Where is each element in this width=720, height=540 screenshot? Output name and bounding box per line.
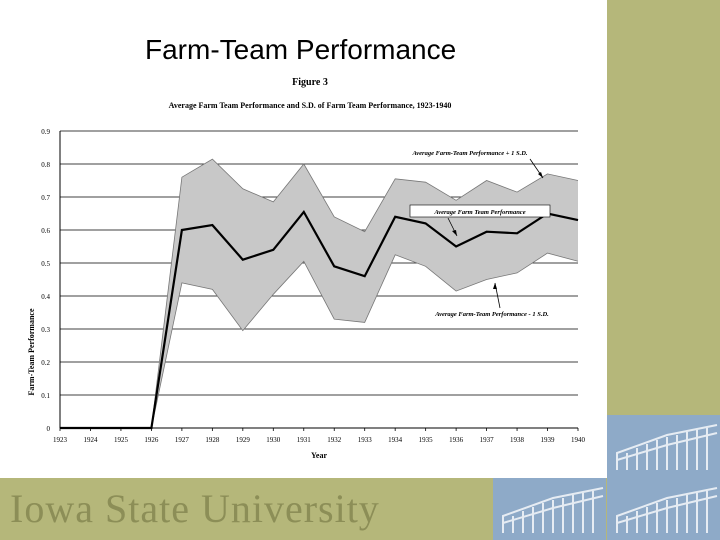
- x-tick-label: 1929: [236, 436, 251, 444]
- y-axis-label: Farm-Team Performance: [27, 308, 36, 395]
- decorative-band-right: [607, 0, 720, 415]
- x-tick-label: 1938: [510, 436, 525, 444]
- x-tick-label: 1937: [480, 436, 495, 444]
- plot-area: 0 0.1 0.2 0.3 0.4 0.5 0.6 0.7 0.8 0.9 1923 1924 1925…: [41, 128, 585, 444]
- y-tick-label: 0: [47, 425, 51, 433]
- campanile-logo-icon: [607, 478, 720, 540]
- x-tick-label: 1934: [388, 436, 403, 444]
- campanile-logo-icon: [493, 478, 606, 540]
- farm-team-performance-chart: Figure 3 Average Farm Team Performance a…: [27, 77, 586, 460]
- y-tick-label: 0.2: [41, 359, 50, 367]
- slide-title: Farm-Team Performance: [145, 34, 457, 65]
- y-tick-label: 0.3: [41, 326, 50, 334]
- x-tick-label: 1923: [53, 436, 68, 444]
- university-wordmark: Iowa State University: [10, 486, 380, 531]
- x-tick-label: 1930: [266, 436, 281, 444]
- x-tick-label: 1932: [327, 436, 342, 444]
- x-tick-label: 1931: [297, 436, 312, 444]
- x-tick-label: 1935: [419, 436, 434, 444]
- annotation-average: Average Farm Team Performance: [433, 209, 525, 216]
- annotation-arrowhead: [452, 230, 457, 236]
- y-tick-label: 0.8: [41, 161, 50, 169]
- annotation-box: [409, 204, 551, 218]
- x-tick-label: 1924: [83, 436, 98, 444]
- x-tick-label: 1925: [114, 436, 129, 444]
- x-tick-label: 1928: [205, 436, 220, 444]
- x-axis-label: Year: [311, 451, 327, 460]
- annotation-upper-sd: Average Farm-Team Performance + 1 S.D.: [411, 150, 527, 157]
- x-tick-label: 1940: [571, 436, 586, 444]
- y-tick-label: 0.1: [41, 392, 50, 400]
- y-tick-label: 0.9: [41, 128, 50, 136]
- chart-title: Figure 3: [292, 77, 328, 88]
- y-tick-label: 0.5: [41, 260, 50, 268]
- x-tick-label: 1936: [449, 436, 464, 444]
- y-tick-label: 0.7: [41, 194, 50, 202]
- x-tick-label: 1927: [175, 436, 190, 444]
- series-line-average: [60, 209, 579, 430]
- annotation-lower-sd: Average Farm-Team Performance - 1 S.D.: [434, 311, 549, 318]
- annotation-arrowhead: [538, 172, 543, 178]
- campanile-logo-icon: [607, 415, 720, 478]
- y-tick-label: 0.6: [41, 227, 50, 235]
- annotation-arrowhead: [493, 283, 497, 289]
- sd-band-area: [60, 159, 578, 428]
- y-tick-label: 0.4: [41, 293, 50, 301]
- x-tick-label: 1926: [144, 436, 159, 444]
- x-tick-label: 1939: [541, 436, 556, 444]
- x-tick-label: 1933: [358, 436, 373, 444]
- chart-subtitle: Average Farm Team Performance and S.D. o…: [169, 101, 452, 110]
